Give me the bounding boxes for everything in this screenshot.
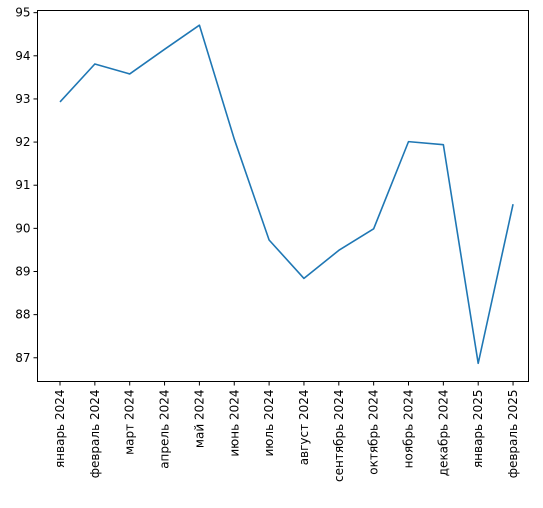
x-tick-label: январь 2025 <box>471 390 485 469</box>
data-point <box>476 361 480 365</box>
x-tick-label: март 2024 <box>123 390 137 455</box>
data-point <box>267 238 271 242</box>
x-tick-label: октябрь 2024 <box>367 390 381 475</box>
x-tick-label: апрель 2024 <box>158 390 172 469</box>
y-tick-label: 95 <box>15 6 30 20</box>
x-axis: январь 2024 февраль 2024 март 2024 апрель 2… <box>53 381 520 482</box>
plot-frame <box>37 10 529 382</box>
data-point <box>232 137 236 141</box>
series-layer <box>58 23 515 365</box>
x-tick-label: декабрь 2024 <box>436 389 450 476</box>
x-tick-label: сентябрь 2024 <box>332 390 346 482</box>
x-tick-label: январь 2024 <box>53 390 67 469</box>
data-point <box>93 62 97 66</box>
data-point <box>58 100 62 104</box>
x-tick-label: февраль 2024 <box>88 390 102 479</box>
y-tick-label: 90 <box>15 221 30 235</box>
data-point <box>302 276 306 280</box>
data-point <box>163 47 167 51</box>
data-point <box>128 72 132 76</box>
x-tick-label: ноябрь 2024 <box>402 390 416 469</box>
y-tick-label: 92 <box>15 135 30 149</box>
x-tick-label: июль 2024 <box>262 390 276 457</box>
data-point <box>441 143 445 147</box>
y-tick-label: 89 <box>15 264 30 278</box>
y-axis: 87 88 89 90 91 92 93 94 95 <box>15 6 38 365</box>
x-tick-label: июнь 2024 <box>227 390 241 457</box>
data-point <box>407 140 411 144</box>
x-tick-label: май 2024 <box>192 390 206 449</box>
data-point <box>511 202 515 206</box>
data-point <box>197 23 201 27</box>
y-tick-label: 94 <box>15 49 30 63</box>
x-tick-label: февраль 2025 <box>506 390 520 479</box>
y-tick-label: 93 <box>15 92 30 106</box>
data-point <box>337 248 341 252</box>
y-tick-label: 88 <box>15 308 30 322</box>
y-tick-label: 91 <box>15 178 30 192</box>
y-tick-label: 87 <box>15 351 30 365</box>
x-tick-label: август 2024 <box>297 390 311 466</box>
series-line <box>59 24 514 365</box>
data-point <box>372 227 376 231</box>
